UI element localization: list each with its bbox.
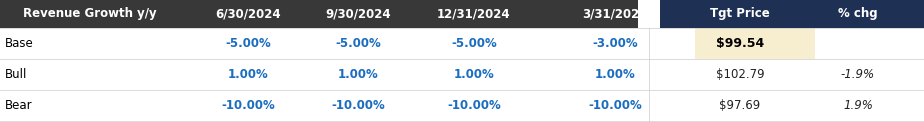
Text: Revenue Growth y/y: Revenue Growth y/y <box>23 7 157 20</box>
Text: -3.00%: -3.00% <box>592 37 638 50</box>
Text: $99.54: $99.54 <box>716 37 764 50</box>
Text: -5.00%: -5.00% <box>451 37 497 50</box>
Text: 1.00%: 1.00% <box>595 68 636 81</box>
Text: Base: Base <box>5 37 34 50</box>
Text: 1.00%: 1.00% <box>337 68 378 81</box>
Text: Bear: Bear <box>5 99 32 112</box>
Bar <box>0 0 638 28</box>
Text: -5.00%: -5.00% <box>225 37 271 50</box>
Bar <box>695 28 815 59</box>
Text: -10.00%: -10.00% <box>447 99 501 112</box>
Text: 1.00%: 1.00% <box>454 68 494 81</box>
Text: $102.79: $102.79 <box>716 68 764 81</box>
Text: % chg: % chg <box>838 7 878 20</box>
Text: 1.9%: 1.9% <box>843 99 873 112</box>
Text: 12/31/2024: 12/31/2024 <box>437 7 511 20</box>
Bar <box>660 0 924 28</box>
Text: -1.9%: -1.9% <box>841 68 875 81</box>
Text: -5.00%: -5.00% <box>335 37 381 50</box>
Text: Bull: Bull <box>5 68 28 81</box>
Text: 1.00%: 1.00% <box>227 68 268 81</box>
Text: 6/30/2024: 6/30/2024 <box>215 7 281 20</box>
Text: 3/31/2025: 3/31/2025 <box>582 7 648 20</box>
Text: -10.00%: -10.00% <box>331 99 385 112</box>
Text: Tgt Price: Tgt Price <box>711 7 770 20</box>
Text: -10.00%: -10.00% <box>221 99 274 112</box>
Text: 9/30/2024: 9/30/2024 <box>325 7 391 20</box>
Text: $97.69: $97.69 <box>720 99 760 112</box>
Text: -10.00%: -10.00% <box>588 99 642 112</box>
